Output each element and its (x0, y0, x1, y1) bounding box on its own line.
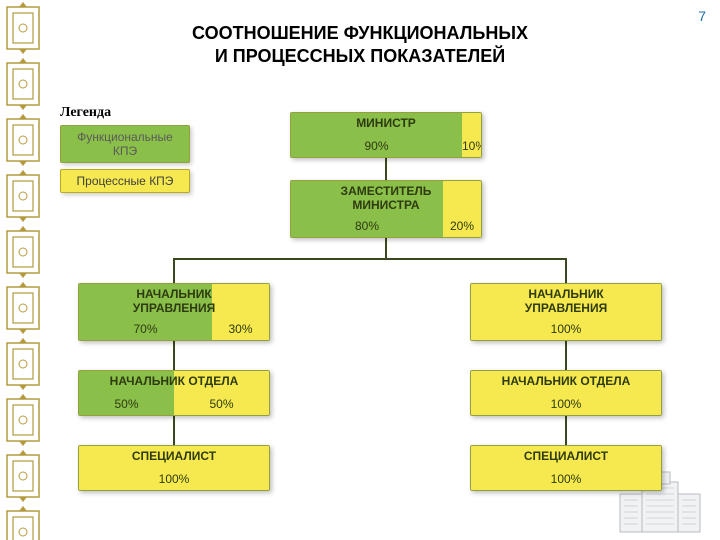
org-node-spec2: СПЕЦИАЛИСТ 100% (470, 445, 662, 491)
title-line1: СООТНОШЕНИЕ ФУНКЦИОНАЛЬНЫХ (0, 22, 720, 45)
legend-item-functional: Функциональные КПЭ (60, 125, 190, 163)
connector (385, 236, 387, 258)
org-node-label: НАЧАЛЬНИКУПРАВЛЕНИЯ (471, 288, 661, 316)
connector (565, 258, 567, 283)
legend-item-process: Процессные КПЭ (60, 169, 190, 193)
org-node-dir1: НАЧАЛЬНИКУПРАВЛЕНИЯ 70%30% (78, 283, 270, 341)
legend: Легенда Функциональные КПЭ Процессные КП… (60, 105, 190, 199)
connector (565, 339, 567, 370)
org-node-dept2: НАЧАЛЬНИК ОТДЕЛА 100% (470, 370, 662, 416)
org-node-pct-a: 70% (79, 322, 212, 336)
connector (173, 414, 175, 445)
org-node-label: НАЧАЛЬНИКУПРАВЛЕНИЯ (79, 288, 269, 316)
org-node-pct-a: 50% (79, 397, 174, 411)
connector (173, 258, 565, 260)
org-node-label: НАЧАЛЬНИК ОТДЕЛА (471, 375, 661, 389)
org-node-pct-b: 100% (471, 397, 661, 411)
org-node-dir2: НАЧАЛЬНИКУПРАВЛЕНИЯ 100% (470, 283, 662, 341)
org-node-pct-b: 30% (212, 322, 269, 336)
org-node-spec1: СПЕЦИАЛИСТ 100% (78, 445, 270, 491)
connector (385, 156, 387, 180)
page-title: СООТНОШЕНИЕ ФУНКЦИОНАЛЬНЫХ И ПРОЦЕССНЫХ … (0, 22, 720, 67)
connector (173, 339, 175, 370)
org-node-label: СПЕЦИАЛИСТ (79, 450, 269, 464)
org-node-pct-b: 100% (79, 472, 269, 486)
ornament-border (0, 0, 46, 540)
title-line2: И ПРОЦЕССНЫХ ПОКАЗАТЕЛЕЙ (0, 45, 720, 68)
legend-proc-label: Процессные КПЭ (77, 174, 174, 188)
org-node-label: МИНИСТР (291, 117, 481, 131)
legend-title: Легенда (60, 105, 190, 121)
org-node-label: НАЧАЛЬНИК ОТДЕЛА (79, 375, 269, 389)
legend-func-line1: Функциональные (67, 130, 183, 144)
connector (565, 414, 567, 445)
org-node-pct-a: 80% (291, 219, 443, 233)
org-node-dept1: НАЧАЛЬНИК ОТДЕЛА 50%50% (78, 370, 270, 416)
org-node-minister: МИНИСТР 90%10% (290, 112, 482, 158)
legend-func-line2: КПЭ (67, 144, 183, 158)
org-node-pct-b: 20% (443, 219, 481, 233)
org-node-deputy: ЗАМЕСТИТЕЛЬМИНИСТРА 80%20% (290, 180, 482, 238)
org-node-pct-b: 10% (462, 139, 481, 153)
org-node-label: ЗАМЕСТИТЕЛЬМИНИСТРА (291, 185, 481, 213)
org-node-pct-b: 50% (174, 397, 269, 411)
connector (173, 258, 175, 283)
org-node-label: СПЕЦИАЛИСТ (471, 450, 661, 464)
org-node-pct-a: 90% (291, 139, 462, 153)
org-node-pct-b: 100% (471, 472, 661, 486)
org-node-pct-b: 100% (471, 322, 661, 336)
